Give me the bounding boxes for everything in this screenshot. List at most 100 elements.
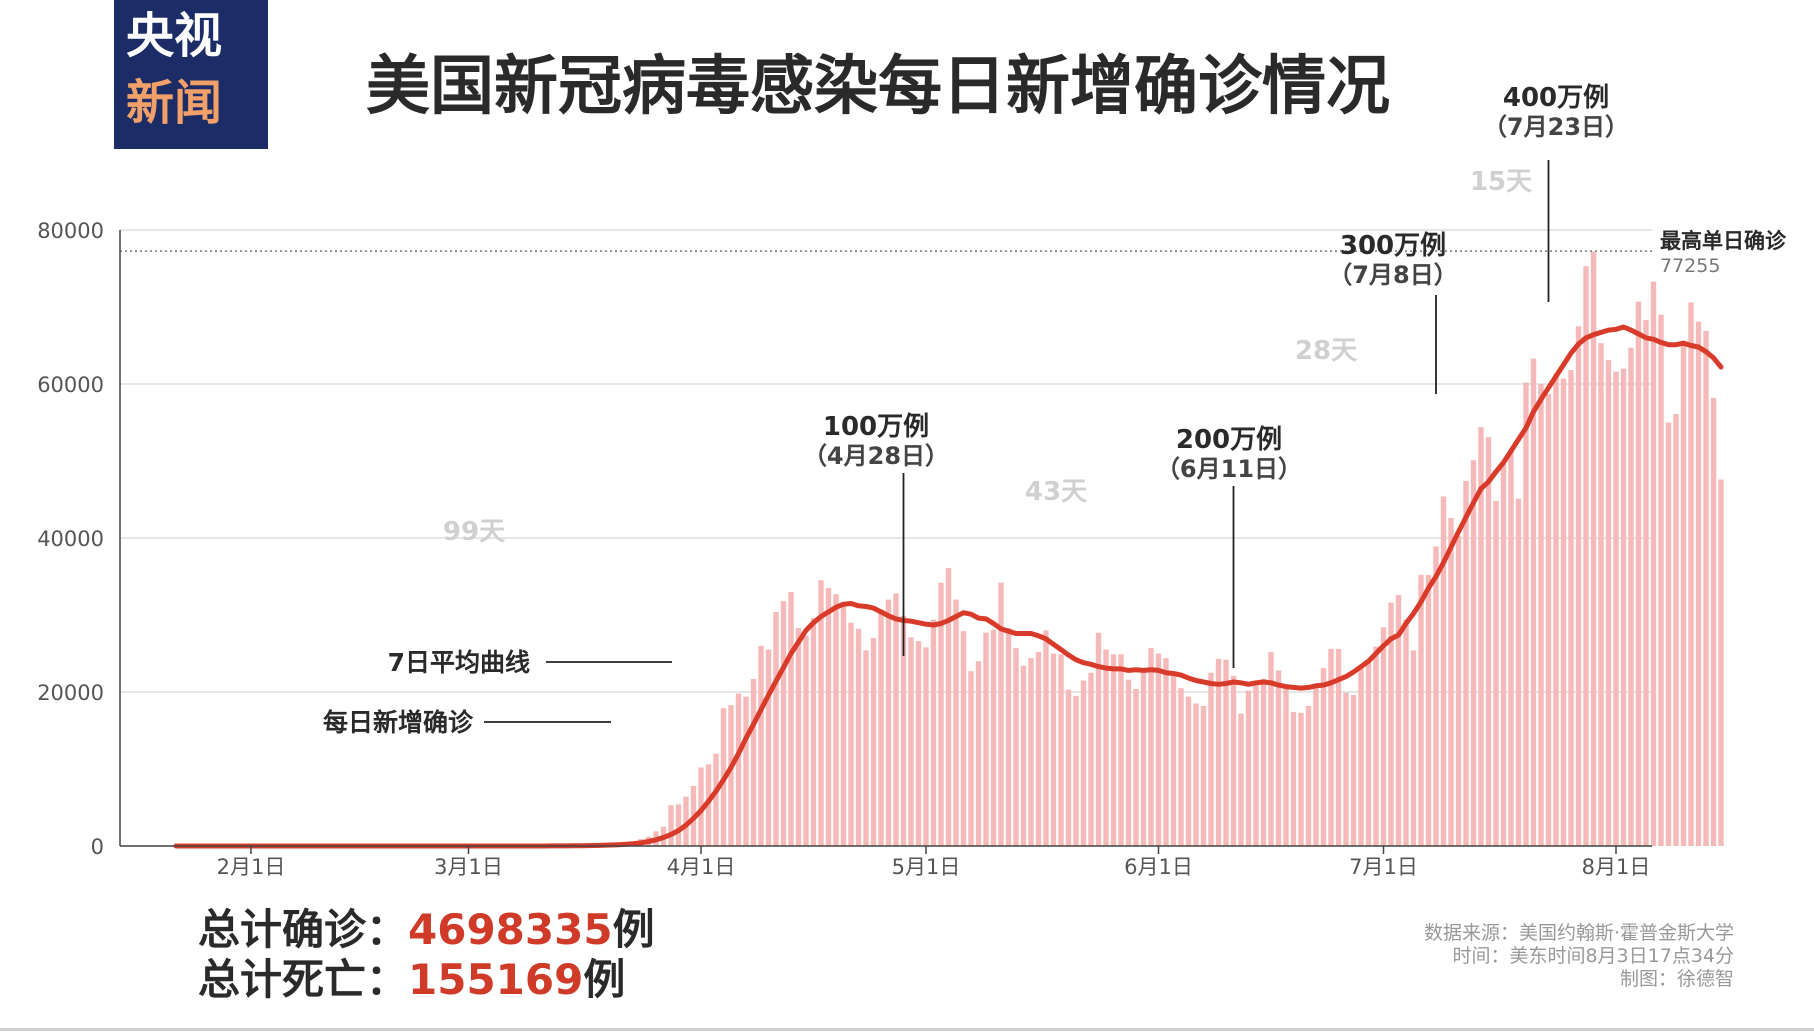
daily-bar xyxy=(668,805,674,846)
time-line: 时间：美东时间8月3日17点34分 xyxy=(1452,945,1734,967)
daily-bar xyxy=(1560,378,1567,846)
daily-bar xyxy=(1073,695,1079,846)
daily-bar xyxy=(1148,648,1154,846)
daily-bar xyxy=(1613,371,1619,846)
daily-bar xyxy=(1313,684,1319,846)
daily-bar xyxy=(825,588,832,846)
daily-bar xyxy=(1718,479,1724,846)
max-reference-label: 最高单日确诊 xyxy=(1660,229,1787,253)
y-tick-label: 80000 xyxy=(37,219,104,243)
daily-bar xyxy=(848,622,854,846)
daily-bar xyxy=(1538,384,1544,846)
daily-bar xyxy=(1695,321,1702,846)
daily-bar xyxy=(758,645,764,846)
daily-bar xyxy=(1170,671,1177,846)
daily-bar xyxy=(893,593,899,846)
daily-bar xyxy=(833,594,839,846)
source-credits: 数据来源：美国约翰斯·霍普金斯大学 时间：美东时间8月3日17点34分 制图：徐… xyxy=(1424,922,1734,991)
daily-bar xyxy=(1095,632,1102,846)
y-tick-label: 40000 xyxy=(37,527,104,551)
daily-bar xyxy=(1298,712,1304,846)
y-tick-label: 20000 xyxy=(37,681,104,705)
interval-label: 28天 xyxy=(1295,336,1357,366)
daily-bar xyxy=(1350,695,1357,846)
series-callout-label: 每日新增确诊 xyxy=(323,708,474,737)
daily-bar xyxy=(1455,535,1462,846)
daily-bar xyxy=(1583,266,1589,846)
x-tick-label: 7月1日 xyxy=(1349,855,1418,879)
daily-bar xyxy=(1238,713,1244,846)
daily-bar xyxy=(1125,679,1132,846)
axes: 0 20000 40000 60000 80000 2月1日 3月1日 4月1日 5月1日 6月1… xyxy=(37,219,1652,879)
daily-bar xyxy=(1260,678,1267,846)
max-reference-value: 77255 xyxy=(1660,255,1720,277)
daily-bar xyxy=(1515,498,1522,846)
daily-bar xyxy=(1395,594,1402,846)
daily-bar xyxy=(1688,302,1694,846)
daily-bar xyxy=(1380,627,1387,846)
daily-cases-bars xyxy=(173,251,1724,847)
daily-bar xyxy=(1358,667,1364,846)
daily-bar xyxy=(1463,481,1469,846)
daily-bar xyxy=(998,582,1004,846)
daily-bar xyxy=(840,606,847,846)
daily-bar xyxy=(1658,314,1664,846)
y-tick-label: 60000 xyxy=(37,373,104,397)
daily-bar xyxy=(1080,680,1087,846)
daily-bar xyxy=(1650,281,1657,847)
daily-bar xyxy=(675,804,682,846)
daily-bar xyxy=(1635,301,1642,846)
daily-bar xyxy=(1275,670,1282,846)
daily-bar xyxy=(1485,437,1492,846)
daily-bar xyxy=(878,609,884,846)
total-deaths: 总计死亡：155169例 xyxy=(198,955,655,1005)
source-line: 数据来源：美国约翰斯·霍普金斯大学 xyxy=(1423,922,1734,944)
daily-bar xyxy=(1598,343,1604,846)
total-confirmed-label: 总计确诊： xyxy=(198,905,409,954)
daily-bar xyxy=(1215,658,1222,846)
daily-bar xyxy=(750,678,757,846)
daily-bar xyxy=(983,632,989,846)
daily-bar xyxy=(1530,358,1537,846)
x-tick-label: 8月1日 xyxy=(1582,855,1651,879)
daily-bar xyxy=(1403,619,1409,846)
milestone-date: （7月8日） xyxy=(1328,261,1457,289)
daily-bar xyxy=(1028,658,1034,846)
daily-bar xyxy=(1523,382,1529,846)
daily-bar xyxy=(1448,517,1454,846)
daily-bar xyxy=(1290,712,1297,846)
daily-bar xyxy=(990,629,997,846)
daily-bar xyxy=(1605,360,1612,846)
daily-bar xyxy=(1500,464,1507,846)
daily-bar xyxy=(1193,703,1199,846)
total-confirmed: 总计确诊：4698335例 xyxy=(198,905,655,955)
chart-title: 美国新冠病毒感染每日新增确诊情况 xyxy=(366,50,1390,124)
x-tick-label: 2月1日 xyxy=(217,855,286,879)
logo-text-line2: 新闻 xyxy=(126,75,223,131)
daily-bar xyxy=(1680,340,1687,846)
daily-bar xyxy=(1628,347,1634,846)
daily-bar xyxy=(1163,658,1169,846)
daily-bar xyxy=(1703,330,1709,846)
daily-bar xyxy=(818,580,824,846)
daily-bar xyxy=(975,661,982,846)
daily-bar xyxy=(1013,648,1019,846)
daily-bar xyxy=(1185,696,1192,846)
logo-text-line1: 央视 xyxy=(126,8,223,64)
daily-bar xyxy=(683,796,689,846)
daily-bar xyxy=(1373,646,1379,846)
daily-bar xyxy=(1020,665,1027,846)
daily-bar xyxy=(765,649,772,846)
x-tick-label: 4月1日 xyxy=(667,855,736,879)
daily-bar xyxy=(1283,686,1289,846)
daily-bar xyxy=(1665,422,1672,846)
daily-bar xyxy=(743,696,749,846)
daily-bar xyxy=(1050,653,1057,846)
daily-bar xyxy=(968,671,974,846)
daily-bar xyxy=(1005,628,1012,846)
daily-bar xyxy=(1230,675,1237,846)
milestone-label: 200万例 xyxy=(1176,425,1282,455)
daily-bar xyxy=(1058,654,1064,846)
daily-bar xyxy=(870,638,877,846)
